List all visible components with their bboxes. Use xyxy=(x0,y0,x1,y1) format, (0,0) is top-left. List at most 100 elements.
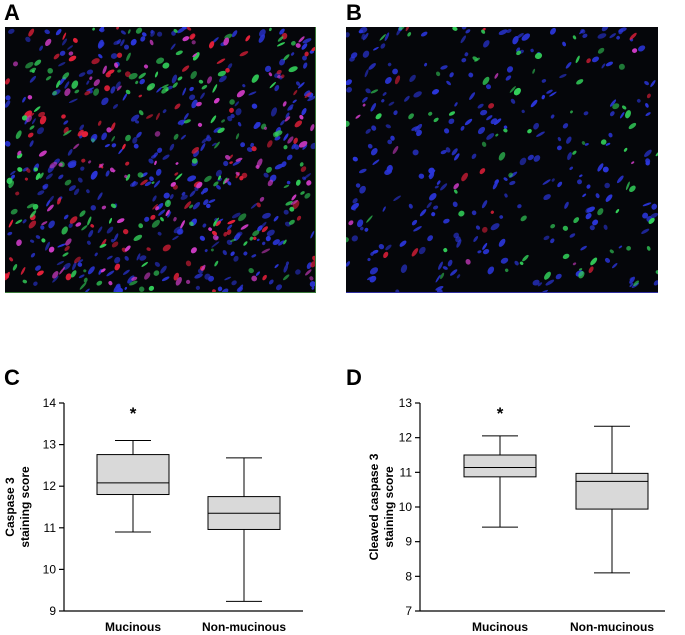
red-stained-cell xyxy=(155,112,160,121)
red-stained-cell xyxy=(229,161,233,164)
nucleus xyxy=(362,96,368,103)
nucleus xyxy=(303,62,308,69)
magenta-stained-cell xyxy=(191,40,196,45)
red-stained-cell xyxy=(186,27,192,31)
nucleus xyxy=(22,219,27,224)
red-stained-cell xyxy=(116,27,119,30)
magenta-stained-cell xyxy=(108,280,113,286)
green-stained-cell xyxy=(513,87,521,96)
magenta-stained-cell xyxy=(52,271,59,279)
nucleus xyxy=(565,62,572,69)
y-tick-label: 10 xyxy=(43,562,57,576)
nucleus xyxy=(243,251,248,256)
nucleus xyxy=(482,248,490,255)
nucleus xyxy=(206,203,211,209)
nucleus xyxy=(418,246,426,255)
nucleus xyxy=(650,212,658,219)
green-stained-cell xyxy=(597,47,605,54)
nucleus xyxy=(469,92,476,101)
nucleus xyxy=(101,97,109,106)
nucleus xyxy=(380,43,386,49)
nucleus xyxy=(36,127,45,135)
nucleus xyxy=(160,265,167,274)
green-stained-cell xyxy=(655,270,658,275)
nucleus xyxy=(133,143,139,149)
nucleus xyxy=(251,103,258,109)
box-plot-c: 9 10 11 12 13 14 Caspase 3staining score Mucino… xyxy=(3,396,303,634)
magenta-stained-cell xyxy=(26,115,32,123)
magenta-stained-cell xyxy=(631,161,635,165)
red-stained-cell xyxy=(239,51,249,57)
nucleus xyxy=(480,109,488,116)
nucleus xyxy=(189,94,196,101)
nucleus xyxy=(79,124,85,131)
x-category-label: Non-mucinous xyxy=(570,620,654,634)
nucleus xyxy=(618,245,623,249)
nucleus xyxy=(358,168,367,174)
nucleus xyxy=(264,65,272,73)
green-stained-cell xyxy=(481,29,486,34)
green-stained-cell xyxy=(213,181,219,187)
red-stained-cell xyxy=(184,201,192,210)
magenta-stained-cell xyxy=(392,145,399,155)
nucleus xyxy=(134,120,140,124)
nucleus xyxy=(213,127,222,133)
red-stained-cell xyxy=(245,35,251,42)
nucleus xyxy=(5,140,11,147)
nucleus xyxy=(152,195,157,202)
magenta-stained-cell xyxy=(291,194,297,201)
nucleus xyxy=(385,124,391,129)
green-stained-cell xyxy=(443,248,448,253)
magenta-stained-cell xyxy=(41,221,48,226)
red-stained-cell xyxy=(84,90,91,96)
green-stained-cell xyxy=(93,88,100,96)
nucleus xyxy=(549,91,557,97)
nucleus xyxy=(361,33,365,40)
nucleus xyxy=(481,200,488,209)
green-stained-cell xyxy=(183,119,191,124)
green-stained-cell xyxy=(154,71,159,78)
green-stained-cell xyxy=(621,105,627,110)
magenta-stained-cell xyxy=(465,258,471,265)
green-stained-cell xyxy=(141,261,149,267)
nucleus xyxy=(251,254,257,258)
nucleus xyxy=(158,209,166,216)
nucleus xyxy=(367,257,371,262)
nucleus xyxy=(124,286,128,290)
red-stained-cell xyxy=(208,41,215,49)
magenta-stained-cell xyxy=(109,167,115,173)
nucleus xyxy=(86,240,91,245)
nucleus xyxy=(543,194,551,201)
magenta-stained-cell xyxy=(290,199,299,205)
green-stained-cell xyxy=(79,210,86,217)
green-stained-cell xyxy=(428,111,433,116)
nucleus xyxy=(10,170,16,176)
nucleus xyxy=(546,89,553,94)
magenta-stained-cell xyxy=(305,269,312,276)
green-stained-cell xyxy=(111,135,116,142)
nucleus xyxy=(550,114,555,119)
nucleus xyxy=(161,276,170,282)
magenta-stained-cell xyxy=(263,126,268,130)
red-stained-cell xyxy=(81,131,89,138)
nucleus xyxy=(233,255,239,262)
green-stained-cell xyxy=(62,252,69,257)
nucleus xyxy=(235,108,242,116)
nucleus xyxy=(260,221,267,229)
green-stained-cell xyxy=(191,158,198,164)
magenta-stained-cell xyxy=(206,76,213,84)
magenta-stained-cell xyxy=(235,157,243,162)
nucleus xyxy=(449,72,454,78)
magenta-stained-cell xyxy=(173,216,177,222)
nucleus xyxy=(124,44,129,50)
green-stained-cell xyxy=(625,110,631,119)
nucleus xyxy=(279,28,285,35)
nucleus xyxy=(180,194,188,200)
nucleus xyxy=(106,255,113,260)
nucleus xyxy=(443,218,450,224)
green-stained-cell xyxy=(283,184,290,189)
green-stained-cell xyxy=(56,80,61,88)
magenta-stained-cell xyxy=(298,140,308,148)
green-stained-cell xyxy=(126,52,131,62)
box-mucinous xyxy=(96,439,170,533)
